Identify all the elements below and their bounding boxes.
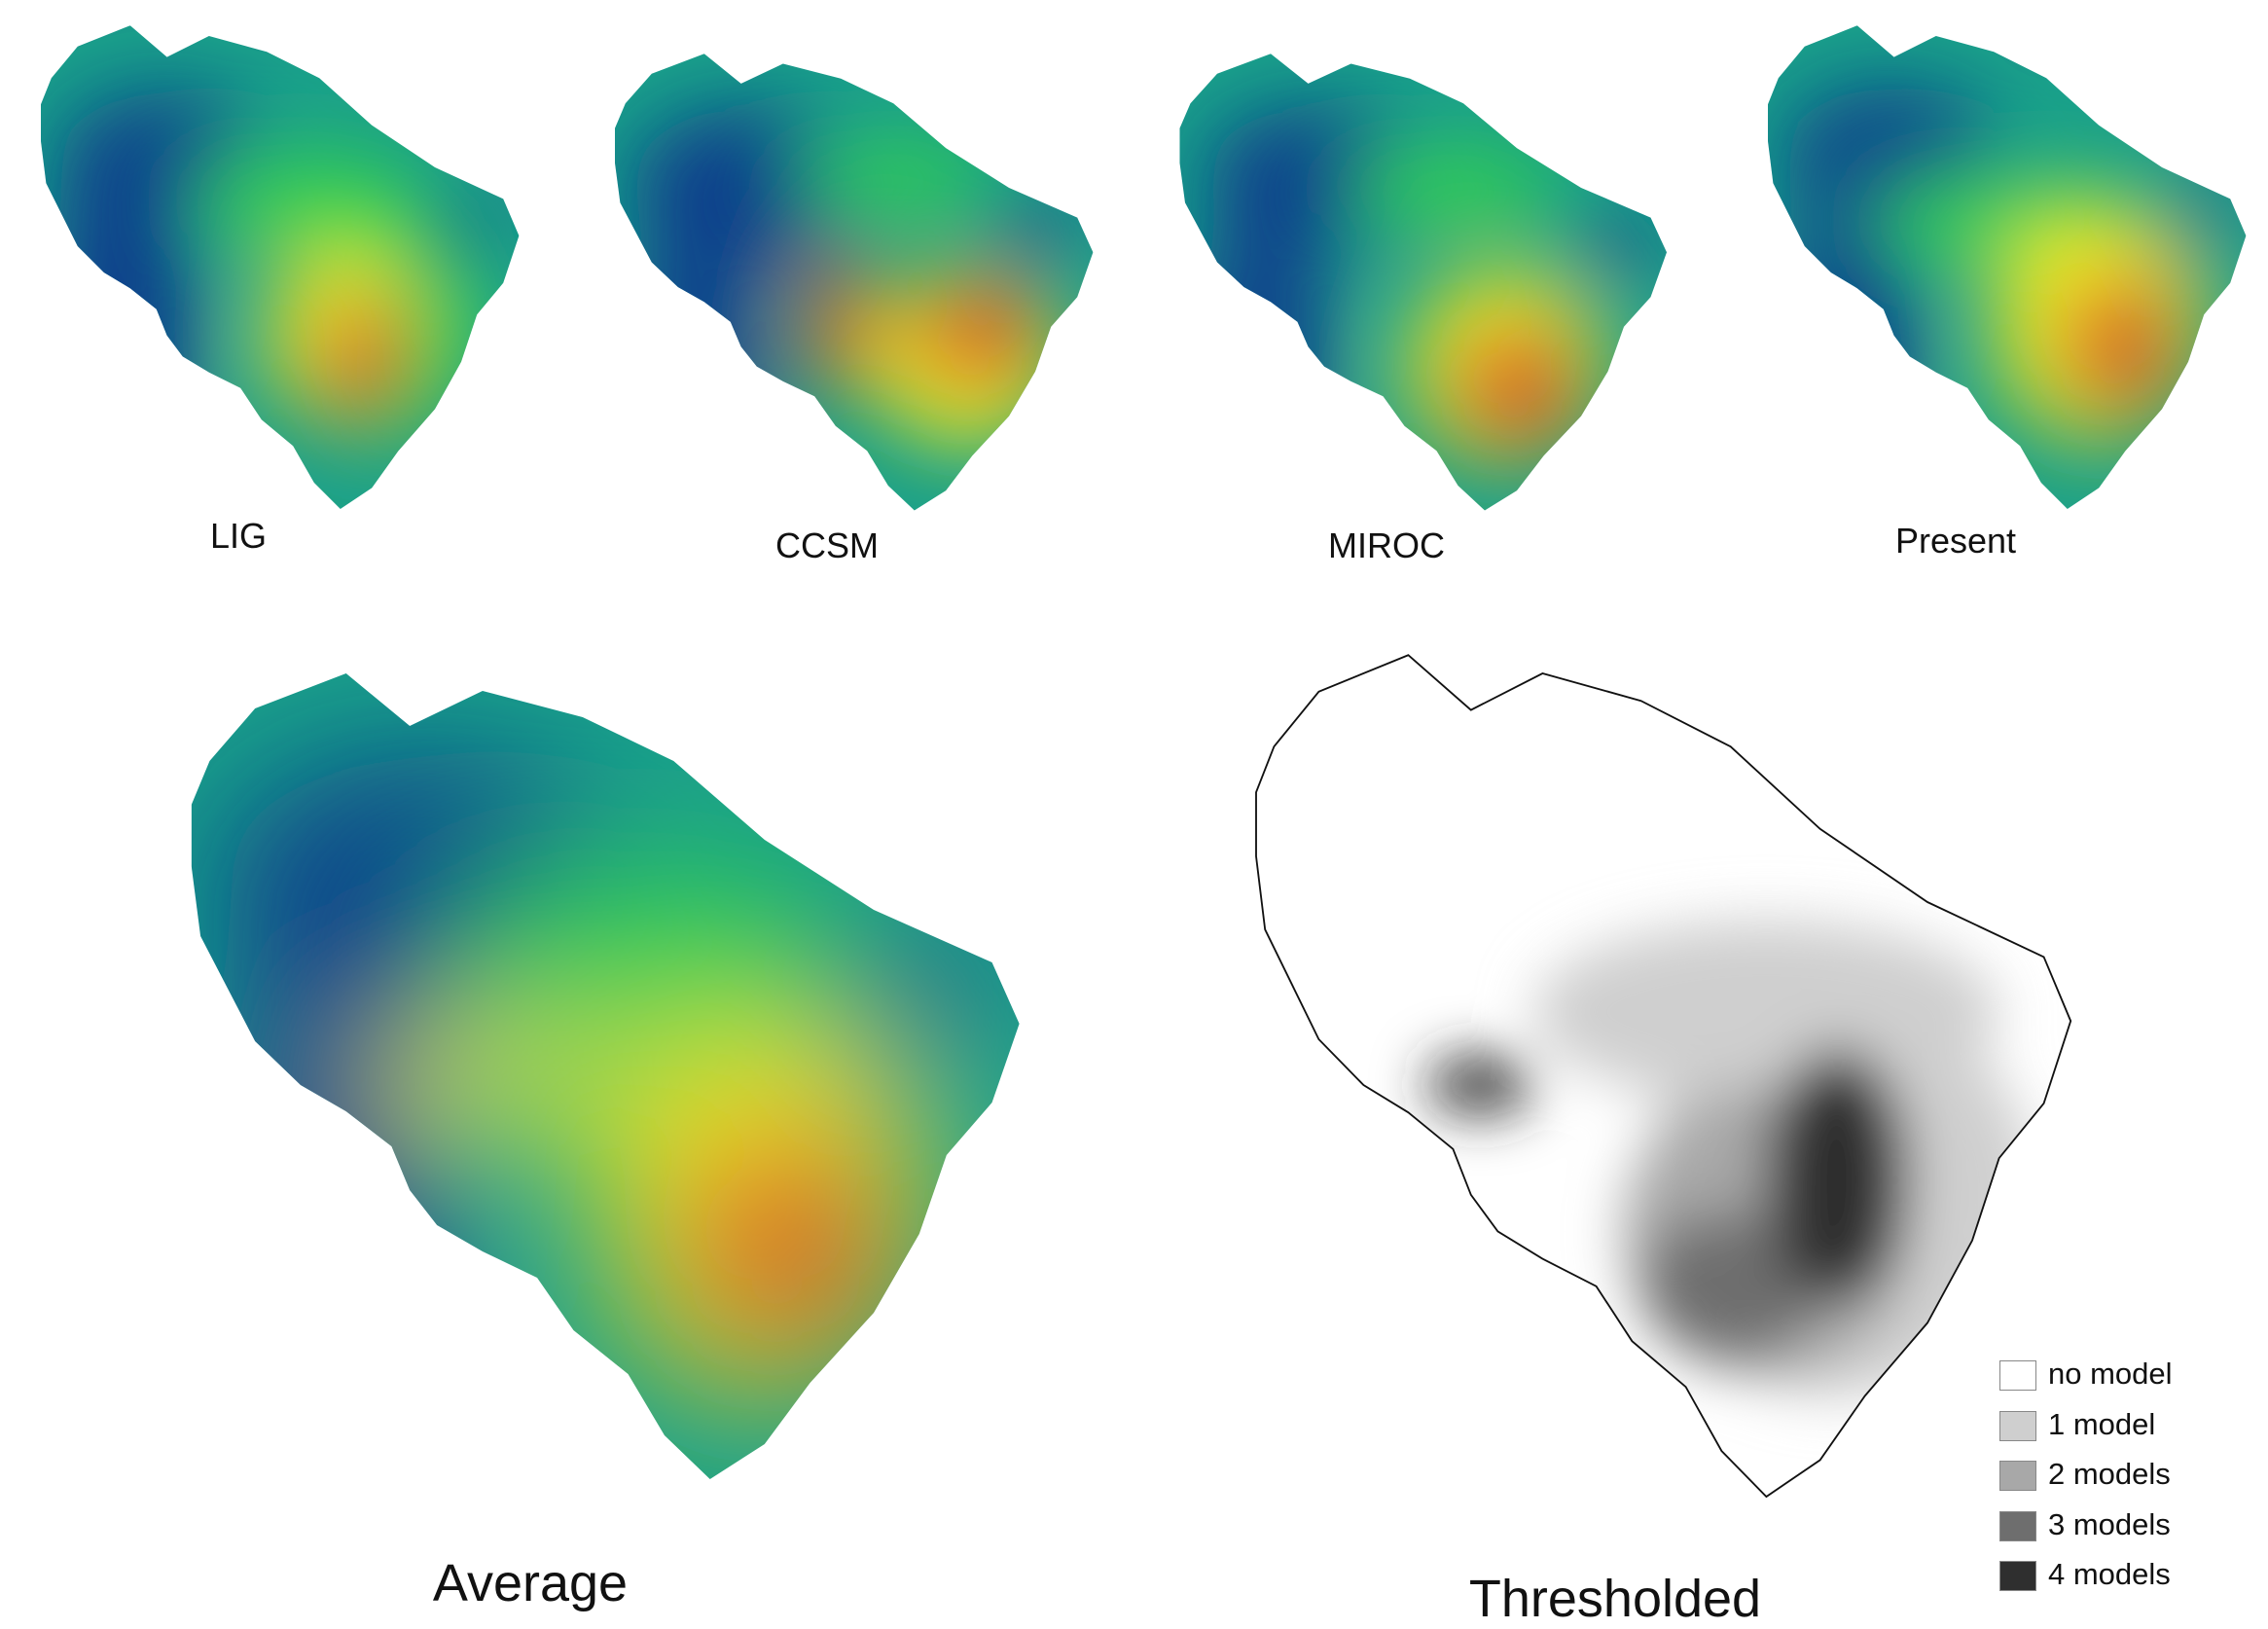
legend-item: 1 model	[1999, 1406, 2262, 1445]
miroc-map	[1153, 39, 1688, 535]
present-map	[1742, 10, 2267, 535]
legend-label: no model	[2048, 1357, 2173, 1391]
legend-swatch	[1999, 1360, 2036, 1391]
legend-item: 2 models	[1999, 1456, 2262, 1495]
lig-heatmap	[41, 25, 520, 510]
thresholded-map	[1211, 628, 2106, 1542]
present-heatmap	[1768, 25, 2247, 510]
legend-label: 3 models	[2048, 1507, 2171, 1541]
ccsm-map	[589, 39, 1114, 535]
miroc-label: MIROC	[1328, 525, 1445, 565]
miroc-heatmap	[1179, 54, 1668, 511]
ccsm-heatmap	[615, 54, 1094, 511]
legend-swatch	[1999, 1511, 2036, 1541]
thresholded-heatmap	[1255, 654, 2072, 1499]
legend-item: no model	[1999, 1356, 2262, 1394]
legend-item: 3 models	[1999, 1506, 2262, 1545]
average-heatmap	[191, 673, 1020, 1480]
legend-label: 1 model	[2048, 1407, 2156, 1441]
continent-outline	[1255, 654, 2072, 1499]
legend-swatch	[1999, 1561, 2036, 1591]
ccsm-label: CCSM	[775, 525, 879, 565]
legend-label: 4 models	[2048, 1557, 2171, 1591]
legend-swatch	[1999, 1461, 2036, 1491]
legend-label: 2 models	[2048, 1457, 2171, 1491]
lig-label: LIG	[209, 516, 268, 556]
legend-swatch	[1999, 1411, 2036, 1441]
thresholded-label: Thresholded	[1468, 1570, 1762, 1628]
present-label: Present	[1894, 521, 2017, 561]
average-label: Average	[432, 1554, 629, 1612]
lig-map	[15, 10, 540, 535]
average-map	[146, 647, 1056, 1523]
legend-item: 4 models	[1999, 1556, 2262, 1595]
